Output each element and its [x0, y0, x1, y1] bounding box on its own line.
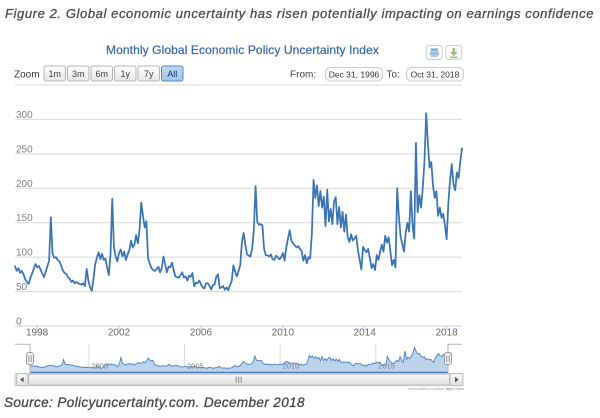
- svg-text:150: 150: [16, 213, 33, 224]
- svg-text:Information provided by: Information provided by: [408, 386, 450, 391]
- svg-text:Highcharts: Highcharts: [447, 387, 464, 391]
- svg-text:Dec 31, 1996: Dec 31, 1996: [329, 69, 380, 79]
- svg-text:6m: 6m: [95, 69, 108, 79]
- svg-text:From:: From:: [290, 70, 316, 81]
- svg-text:Monthly Global Economic Policy: Monthly Global Economic Policy Uncertain…: [106, 43, 379, 57]
- svg-text:200: 200: [16, 179, 33, 190]
- svg-text:2000: 2000: [91, 362, 108, 371]
- svg-text:1y: 1y: [120, 69, 130, 79]
- svg-text:To:: To:: [387, 70, 400, 81]
- svg-text:0: 0: [16, 317, 22, 328]
- svg-text:100: 100: [16, 248, 33, 259]
- svg-text:All: All: [167, 69, 177, 79]
- svg-text:2006: 2006: [190, 328, 213, 339]
- svg-text:1998: 1998: [26, 328, 49, 339]
- svg-text:2010: 2010: [272, 328, 295, 339]
- svg-text:2015: 2015: [378, 362, 395, 371]
- svg-text:2014: 2014: [354, 328, 377, 339]
- svg-text:250: 250: [16, 144, 33, 155]
- svg-text:300: 300: [16, 110, 33, 121]
- svg-text:2010: 2010: [283, 362, 300, 371]
- svg-text:7y: 7y: [144, 69, 154, 79]
- svg-text:2005: 2005: [187, 362, 204, 371]
- svg-text:Oct 31, 2018: Oct 31, 2018: [411, 69, 460, 79]
- svg-text:2002: 2002: [108, 328, 131, 339]
- svg-text:2018: 2018: [435, 328, 458, 339]
- svg-text:1m: 1m: [48, 69, 61, 79]
- svg-text:3m: 3m: [72, 69, 85, 79]
- svg-text:Zoom: Zoom: [14, 70, 40, 81]
- svg-text:50: 50: [16, 282, 28, 293]
